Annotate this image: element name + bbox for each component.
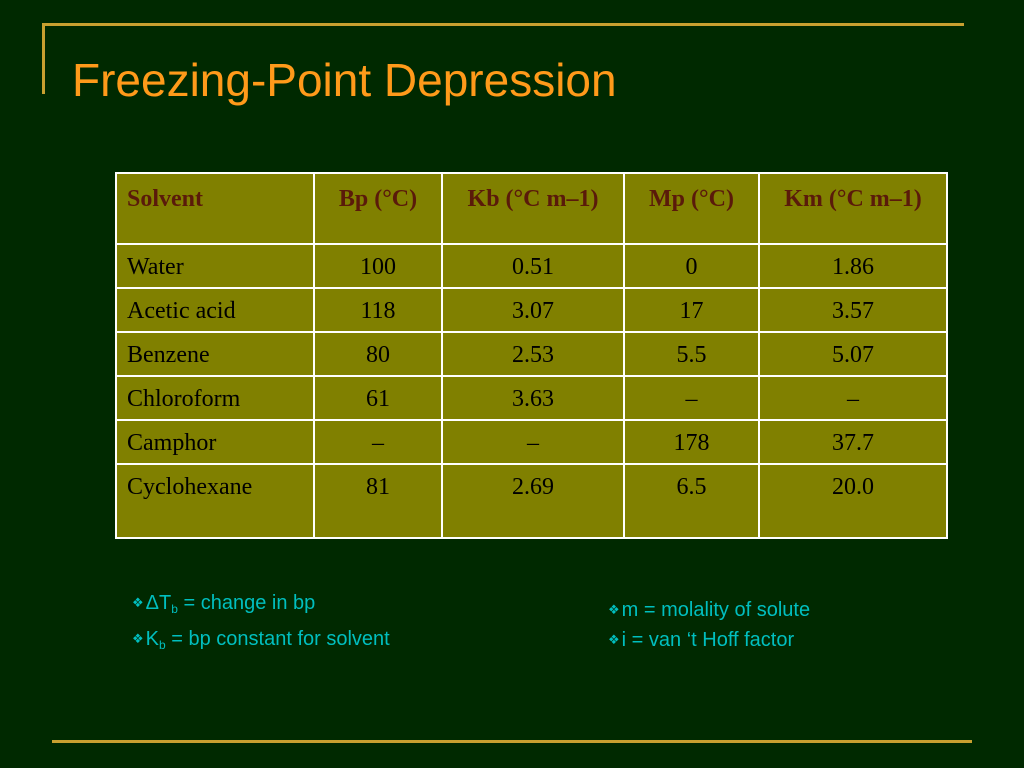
frame-top-line (42, 23, 964, 26)
cell-kb: 0.51 (441, 243, 625, 289)
cell-km: 3.57 (758, 287, 948, 333)
cell-bp: 61 (313, 375, 443, 421)
cell-solvent: Cyclohexane (115, 463, 315, 539)
table-row: Water 100 0.51 0 1.86 (115, 243, 948, 289)
cell-solvent: Benzene (115, 331, 315, 377)
note-prefix: ΔT (145, 592, 172, 614)
note-text: = change in bp (177, 592, 316, 614)
header-mp: Mp (°C) (623, 172, 760, 245)
note-vant-hoff: ❖ i = van ‘t Hoff factor (608, 625, 810, 655)
cell-bp: 100 (313, 243, 443, 289)
frame-left-line (42, 23, 45, 94)
note-text: m = molality of solute (621, 599, 811, 621)
notes-left: ❖ ΔTb = change in bp ❖ Kb = bp constant fo… (132, 588, 390, 660)
header-solvent: Solvent (115, 172, 315, 245)
cell-kb: 3.63 (441, 375, 625, 421)
diamond-bullet-icon: ❖ (608, 632, 620, 647)
frame-bottom-line (52, 740, 972, 743)
cell-solvent: Water (115, 243, 315, 289)
cell-mp: 0 (623, 243, 760, 289)
cell-km: 37.7 (758, 419, 948, 465)
table-row: Camphor – – 178 37.7 (115, 419, 948, 465)
note-text: i = van ‘t Hoff factor (621, 629, 795, 651)
note-subscript: b (159, 638, 166, 652)
cell-km: 5.07 (758, 331, 948, 377)
header-km: Km (°C m–1) (758, 172, 948, 245)
cell-bp: 80 (313, 331, 443, 377)
note-text: = bp constant for solvent (165, 628, 390, 650)
note-subscript: b (171, 602, 178, 616)
diamond-bullet-icon: ❖ (132, 631, 144, 646)
table-row: Chloroform 61 3.63 – – (115, 375, 948, 421)
cell-km: 20.0 (758, 463, 948, 539)
notes-right: ❖ m = molality of solute ❖ i = van ‘t Hoff… (608, 595, 810, 655)
header-bp: Bp (°C) (313, 172, 443, 245)
cell-kb: 3.07 (441, 287, 625, 333)
cell-solvent: Camphor (115, 419, 315, 465)
table-row: Benzene 80 2.53 5.5 5.07 (115, 331, 948, 377)
solvent-constants-table: Solvent Bp (°C) Kb (°C m–1) Mp (°C) Km (… (115, 172, 948, 539)
cell-mp: – (623, 375, 760, 421)
cell-km: – (758, 375, 948, 421)
note-kb: ❖ Kb = bp constant for solvent (132, 624, 390, 660)
table-row: Cyclohexane 81 2.69 6.5 20.0 (115, 463, 948, 539)
diamond-bullet-icon: ❖ (608, 602, 620, 617)
note-delta-tb: ❖ ΔTb = change in bp (132, 588, 390, 624)
table-row: Acetic acid 118 3.07 17 3.57 (115, 287, 948, 333)
cell-bp: – (313, 419, 443, 465)
note-molality: ❖ m = molality of solute (608, 595, 810, 625)
cell-kb: – (441, 419, 625, 465)
solvent-table-container: Solvent Bp (°C) Kb (°C m–1) Mp (°C) Km (… (115, 172, 948, 539)
diamond-bullet-icon: ❖ (132, 595, 144, 610)
slide-title: Freezing-Point Depression (72, 54, 617, 106)
cell-bp: 81 (313, 463, 443, 539)
cell-bp: 118 (313, 287, 443, 333)
cell-solvent: Acetic acid (115, 287, 315, 333)
cell-kb: 2.69 (441, 463, 625, 539)
cell-mp: 17 (623, 287, 760, 333)
header-kb: Kb (°C m–1) (441, 172, 625, 245)
cell-solvent: Chloroform (115, 375, 315, 421)
cell-kb: 2.53 (441, 331, 625, 377)
cell-mp: 6.5 (623, 463, 760, 539)
cell-mp: 5.5 (623, 331, 760, 377)
note-prefix: K (145, 628, 159, 650)
cell-km: 1.86 (758, 243, 948, 289)
cell-mp: 178 (623, 419, 760, 465)
table-header-row: Solvent Bp (°C) Kb (°C m–1) Mp (°C) Km (… (115, 172, 948, 245)
